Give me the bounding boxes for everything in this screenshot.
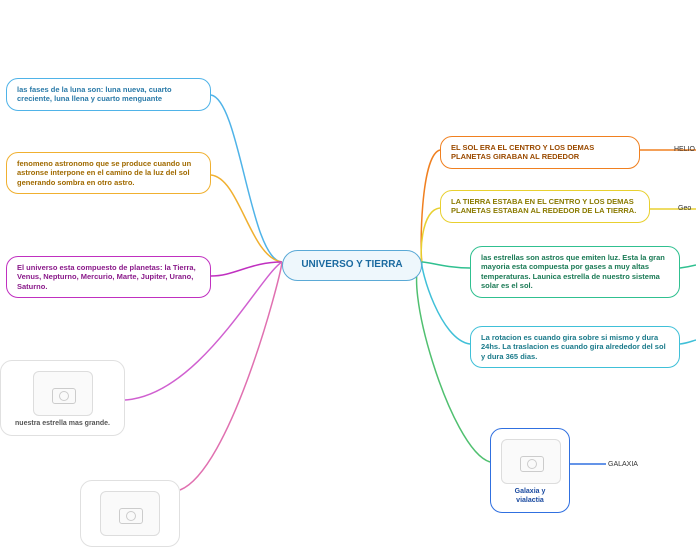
image-placeholder-icon <box>100 491 160 536</box>
node-galaxia[interactable]: Galaxia y vialactia <box>490 428 570 513</box>
side-label: HELIO <box>674 146 695 153</box>
node-sol[interactable]: EL SOL ERA EL CENTRO Y LOS DEMAS PLANETA… <box>440 136 640 169</box>
camera-icon <box>119 506 141 522</box>
image-placeholder-icon <box>33 371 93 416</box>
node-rotacion[interactable]: La rotacion es cuando gira sobre si mism… <box>470 326 680 368</box>
side-label: GALAXIA <box>608 461 638 468</box>
node-tierra[interactable]: LA TIERRA ESTABA EN EL CENTRO Y LOS DEMA… <box>440 190 650 223</box>
side-label: Geo <box>678 205 691 212</box>
node-fases[interactable]: las fases de la luna son: luna nueva, cu… <box>6 78 211 111</box>
image-placeholder-icon <box>501 439 561 484</box>
node-caption: nuestra estrella mas grande. <box>11 420 114 429</box>
center-node[interactable]: UNIVERSO Y TIERRA <box>282 250 422 281</box>
node-estrellas2[interactable]: las estrellas son astros que emiten luz.… <box>470 246 680 298</box>
camera-icon <box>520 454 542 470</box>
node-caption: Galaxia y vialactia <box>501 488 559 506</box>
node-fenomeno[interactable]: fenomeno astronomo que se produce cuando… <box>6 152 211 194</box>
node-universo[interactable]: El universo esta compuesto de planetas: … <box>6 256 211 298</box>
camera-icon <box>52 386 74 402</box>
node-imgbottom[interactable] <box>80 480 180 547</box>
node-estrella[interactable]: nuestra estrella mas grande. <box>0 360 125 436</box>
